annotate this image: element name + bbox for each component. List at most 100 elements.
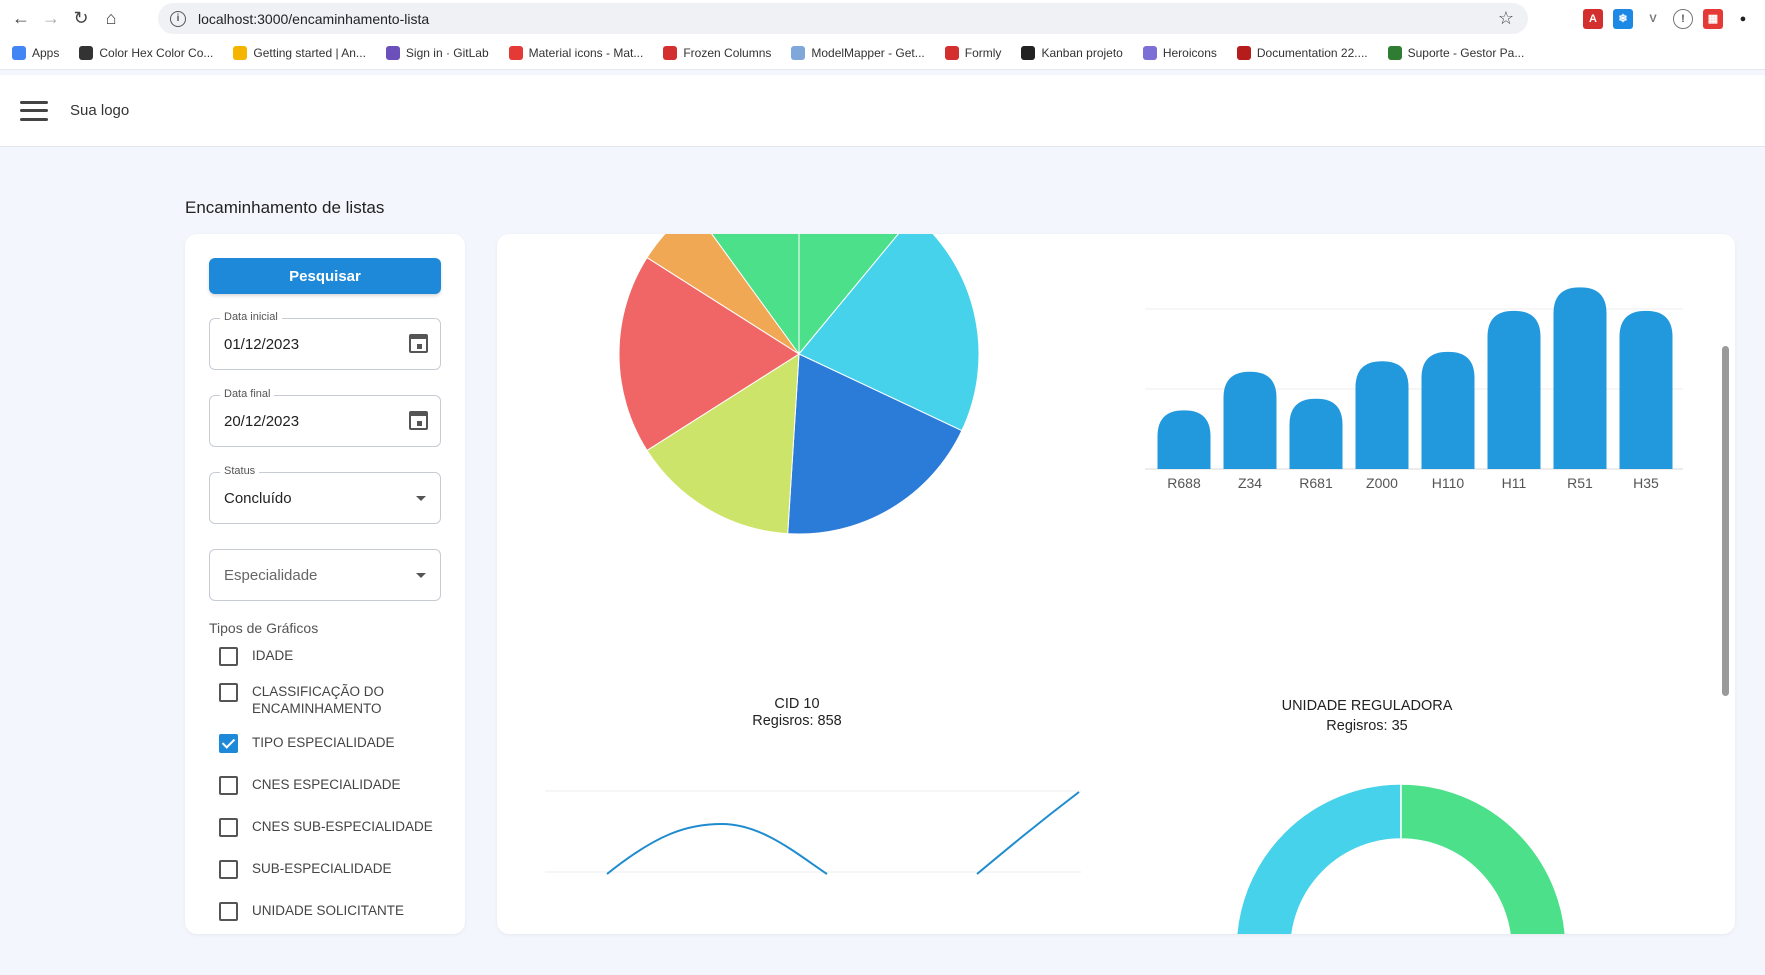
forward-icon[interactable]: → bbox=[42, 8, 60, 28]
chart-type-label: UNIDADE SOLICITANTE bbox=[252, 903, 405, 918]
chart-type-option[interactable]: UNIDADE SOLICITANTE bbox=[219, 902, 449, 921]
bookmark-star-icon[interactable]: ☆ bbox=[1497, 8, 1514, 28]
donut-segment bbox=[1236, 783, 1402, 934]
bookmark-label: Frozen Columns bbox=[683, 46, 772, 60]
unidade-subtitle: Regisros: 35 bbox=[1326, 718, 1408, 734]
chart-type-option[interactable]: CNES ESPECIALIDADE bbox=[219, 776, 449, 795]
profile-extension-icon[interactable]: ● bbox=[1733, 8, 1753, 29]
donut-segment bbox=[1400, 783, 1566, 934]
menu-icon[interactable] bbox=[20, 100, 48, 121]
x-tick-label: R51 bbox=[1567, 475, 1593, 491]
chart-type-option[interactable]: SUB-ESPECIALIDADE bbox=[219, 860, 449, 879]
status-value: Concluído bbox=[224, 489, 292, 507]
status-label: Status bbox=[220, 465, 260, 477]
logo: Sua logo bbox=[70, 102, 130, 119]
start-date-field[interactable]: Data inicial 01/12/2023 bbox=[209, 311, 441, 370]
checkbox[interactable] bbox=[219, 776, 238, 795]
x-tick-label: H11 bbox=[1502, 475, 1527, 491]
chevron-down-icon bbox=[416, 496, 426, 501]
bookmark-label: Material icons - Mat... bbox=[528, 46, 644, 60]
chevron-down-icon bbox=[416, 573, 426, 578]
chart-type-option[interactable]: CLASSIFICAÇÃO DO ENCAMINHAMENTO bbox=[219, 683, 449, 717]
bookmark-icon bbox=[385, 46, 400, 60]
extensions: A ❄ V ! ▦ ● bbox=[1583, 0, 1765, 37]
bookmark-label: Kanban projeto bbox=[1041, 46, 1123, 60]
bookmark-item[interactable]: Material icons - Mat... bbox=[508, 46, 644, 60]
bookmark-icon bbox=[1142, 46, 1157, 60]
cid-title: CID 10 bbox=[774, 696, 820, 712]
unidade-title: UNIDADE REGULADORA bbox=[1281, 698, 1453, 714]
chart-type-option[interactable]: TIPO ESPECIALIDADE bbox=[219, 734, 449, 753]
chart-type-label: TIPO ESPECIALIDADE bbox=[252, 735, 395, 750]
bookmark-icon bbox=[663, 46, 678, 60]
pie-slice bbox=[711, 234, 800, 356]
checkbox-checked[interactable] bbox=[219, 734, 238, 753]
checkbox[interactable] bbox=[219, 860, 238, 879]
chart-type-label: CNES SUB-ESPECIALIDADE bbox=[252, 819, 433, 834]
scrollbar[interactable] bbox=[1722, 346, 1729, 696]
chart-type-label: IDADE bbox=[252, 648, 294, 663]
charts-canvas: R688 Z34 R681 Z000 H110 H11 R51 H35 bbox=[545, 234, 1683, 934]
specialty-select[interactable]: Especialidade bbox=[209, 549, 441, 601]
checkbox[interactable] bbox=[219, 683, 238, 702]
bookmark-label: Color Hex Color Co... bbox=[99, 46, 214, 60]
bookmark-item[interactable]: Color Hex Color Co... bbox=[79, 46, 213, 60]
puzzle-extension-icon[interactable]: ▦ bbox=[1703, 8, 1723, 29]
snowflake-extension-icon[interactable]: ❄ bbox=[1613, 8, 1633, 29]
chart-type-label: CLASSIFICAÇÃO DO ENCAMINHAMENTO bbox=[252, 684, 385, 716]
pdf-extension-icon[interactable]: A bbox=[1583, 8, 1603, 29]
bookmark-item[interactable]: Documentation 22.... bbox=[1236, 46, 1368, 60]
bookmark-item[interactable]: Formly bbox=[944, 46, 1002, 60]
url-text: localhost:3000/encaminhamento-lista bbox=[198, 10, 430, 27]
status-select[interactable]: Status Concluído bbox=[209, 465, 441, 524]
bar bbox=[1355, 361, 1409, 469]
bookmark-icon bbox=[944, 46, 959, 60]
bookmark-item[interactable]: Kanban projeto bbox=[1021, 46, 1123, 60]
bookmark-item[interactable]: ModelMapper - Get... bbox=[791, 46, 925, 60]
filter-panel: Pesquisar Data inicial 01/12/2023 Data f… bbox=[185, 234, 465, 934]
bar bbox=[1553, 287, 1607, 469]
bookmark-icon bbox=[508, 46, 523, 60]
chart-types-title: Tipos de Gráficos bbox=[209, 620, 319, 636]
calendar-icon[interactable] bbox=[409, 411, 428, 430]
checkbox[interactable] bbox=[219, 818, 238, 837]
home-icon[interactable]: ⌂ bbox=[105, 8, 117, 28]
bookmark-item[interactable]: Frozen Columns bbox=[663, 46, 771, 60]
chart-type-option[interactable]: IDADE bbox=[219, 647, 449, 666]
bookmark-icon bbox=[1021, 46, 1036, 60]
end-date-field[interactable]: Data final 20/12/2023 bbox=[209, 388, 441, 447]
circle-extension-icon[interactable]: ! bbox=[1673, 8, 1693, 29]
bookmark-icon bbox=[233, 46, 248, 60]
checkbox[interactable] bbox=[219, 647, 238, 666]
bookmark-label: Sign in · GitLab bbox=[405, 46, 489, 60]
bookmark-item[interactable]: Heroicons bbox=[1142, 46, 1217, 60]
bookmark-icon bbox=[1387, 46, 1402, 60]
address-bar[interactable]: i localhost:3000/encaminhamento-lista ☆ bbox=[158, 3, 1528, 34]
back-icon[interactable]: ← bbox=[12, 8, 30, 28]
bookmark-item[interactable]: Getting started | An... bbox=[233, 46, 366, 60]
app-header: Sua logo bbox=[0, 75, 1765, 147]
bookmark-item[interactable]: Suporte - Gestor Pa... bbox=[1387, 46, 1524, 60]
bookmark-item[interactable]: Apps bbox=[12, 46, 59, 60]
end-date-value: 20/12/2023 bbox=[224, 412, 300, 430]
search-button[interactable]: Pesquisar bbox=[209, 258, 441, 294]
bar bbox=[1619, 310, 1673, 469]
x-tick-label: Z34 bbox=[1238, 475, 1262, 491]
bookmark-label: ModelMapper - Get... bbox=[811, 46, 925, 60]
x-tick-label: H35 bbox=[1633, 475, 1659, 491]
vue-extension-icon[interactable]: V bbox=[1643, 8, 1663, 29]
pie-slice bbox=[798, 234, 980, 432]
line-series bbox=[976, 791, 1080, 875]
checkbox[interactable] bbox=[219, 902, 238, 921]
bookmark-label: Formly bbox=[964, 46, 1002, 60]
bookmark-label: Apps bbox=[32, 46, 60, 60]
page-title: Encaminhamento de listas bbox=[185, 198, 385, 217]
reload-icon[interactable]: ↻ bbox=[73, 8, 89, 28]
site-info-icon[interactable]: i bbox=[170, 10, 186, 27]
bar bbox=[1157, 410, 1211, 469]
bookmark-label: Heroicons bbox=[1162, 46, 1217, 60]
bar bbox=[1289, 398, 1343, 469]
bookmark-item[interactable]: Sign in · GitLab bbox=[385, 46, 489, 60]
chart-type-option[interactable]: CNES SUB-ESPECIALIDADE bbox=[219, 818, 449, 837]
calendar-icon[interactable] bbox=[409, 334, 428, 353]
